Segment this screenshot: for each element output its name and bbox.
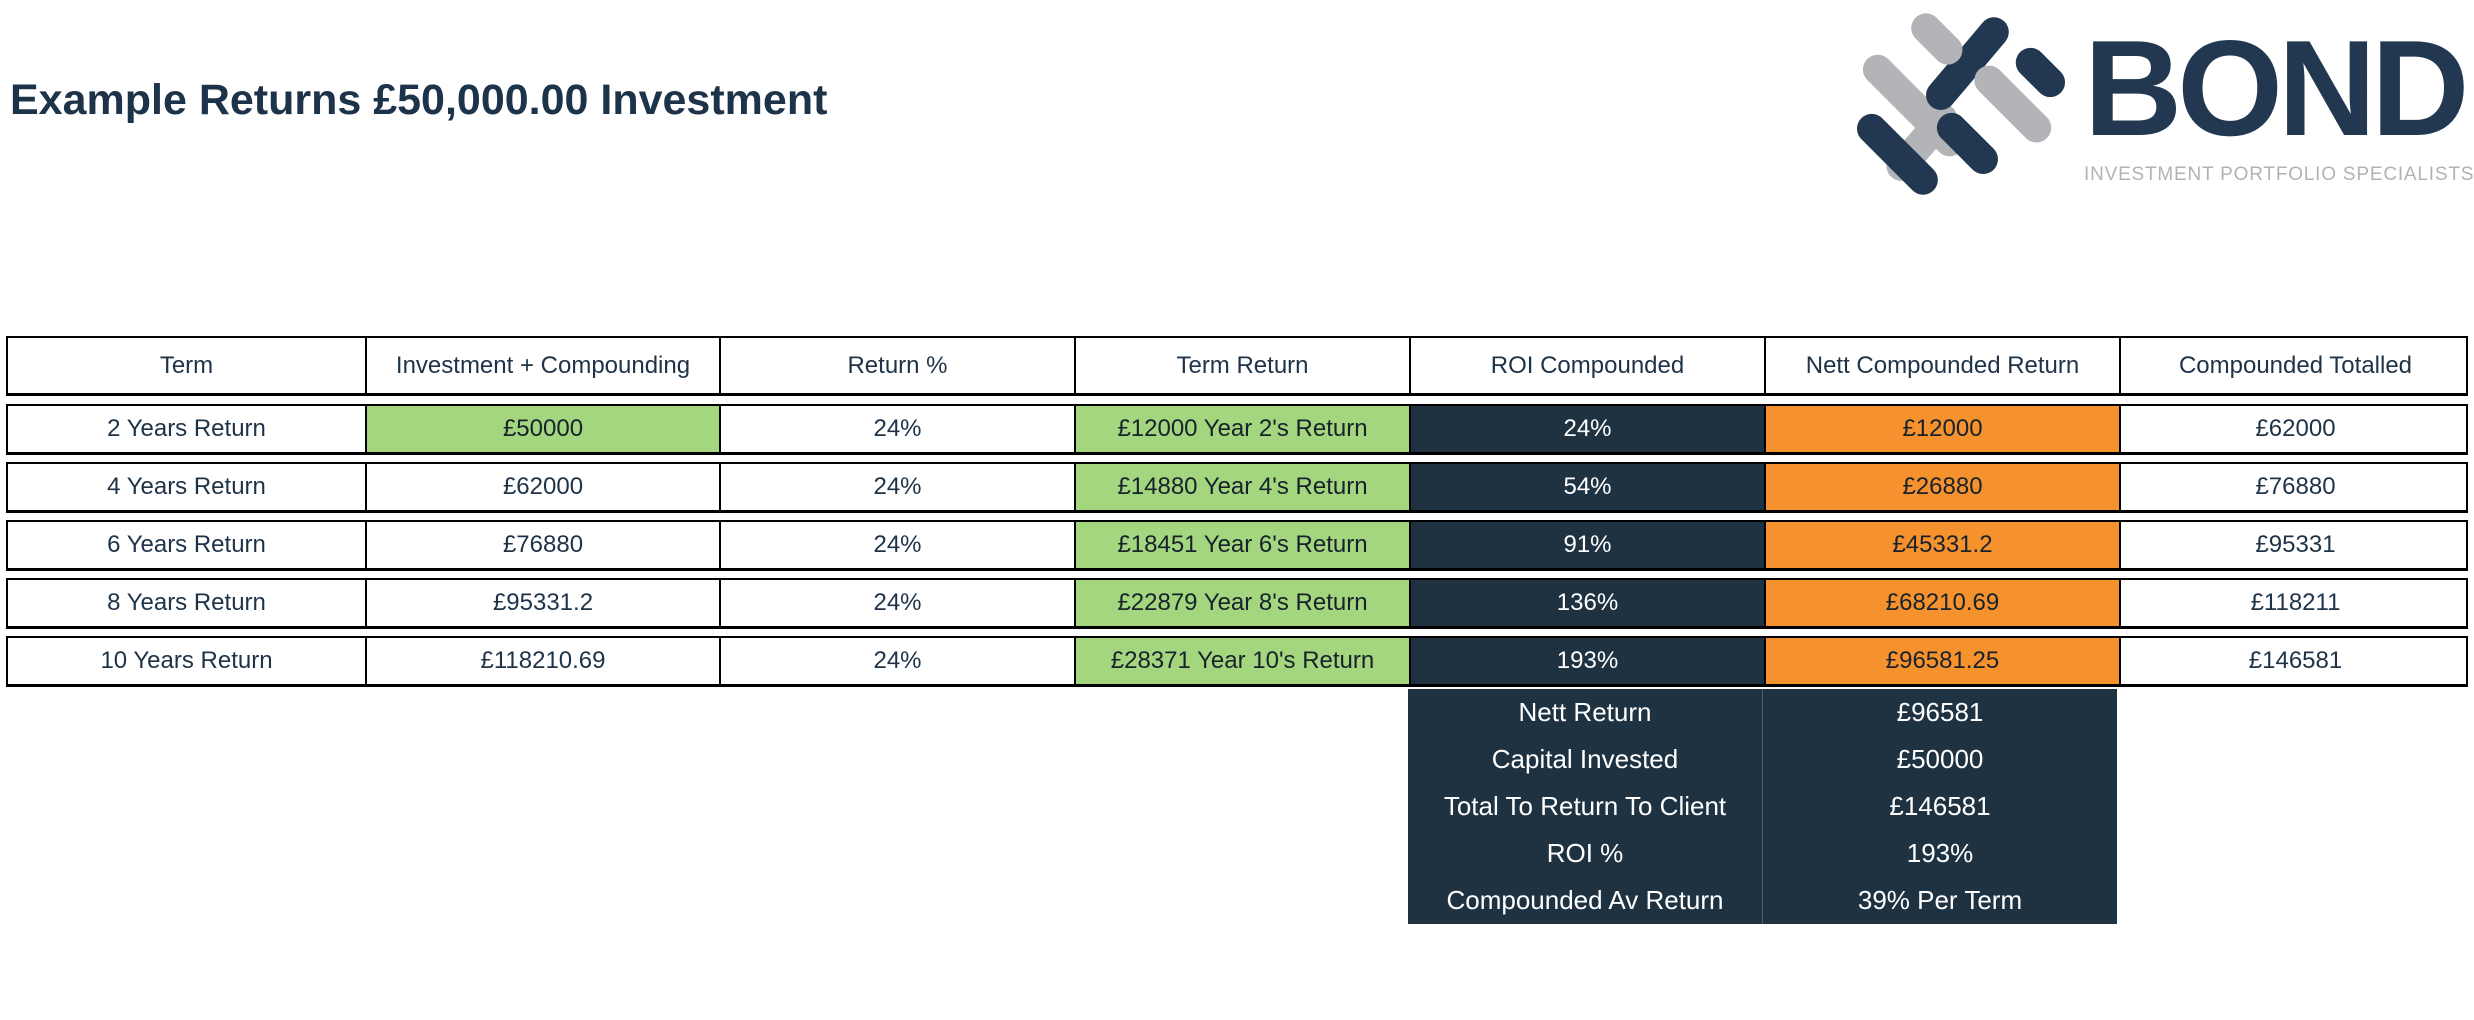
cell-compounded-totalled: £146581 — [2119, 638, 2470, 684]
table-row: 10 Years Return £118210.69 24% £28371 Ye… — [6, 636, 2468, 687]
cell-term: 10 Years Return — [100, 647, 273, 674]
logo-text: BOND INVESTMENT PORTFOLIO SPECIALISTS — [2084, 8, 2474, 186]
summary-panel: Nett Return £96581 Capital Invested £500… — [1408, 689, 2117, 924]
logo-tagline: INVESTMENT PORTFOLIO SPECIALISTS — [2084, 164, 2474, 185]
cell-roi-compounded: 91% — [1409, 522, 1764, 568]
cell-term-return: £22879 Year 8's Return — [1074, 580, 1409, 626]
logo: BOND INVESTMENT PORTFOLIO SPECIALISTS — [1856, 8, 2474, 204]
table-row: 2 Years Return £50000 24% £12000 Year 2'… — [6, 404, 2468, 455]
cell-term-return: £28371 Year 10's Return — [1074, 638, 1409, 684]
table-row: 4 Years Return £62000 24% £14880 Year 4'… — [6, 462, 2468, 513]
cell-roi-compounded: 54% — [1409, 464, 1764, 510]
cell-term-return: £12000 Year 2's Return — [1074, 406, 1409, 452]
cell-term: 8 Years Return — [107, 589, 266, 616]
summary-value: £96581 — [1762, 689, 2117, 736]
column-header-nett-compounded: Nett Compounded Return — [1764, 338, 2119, 393]
column-header-return-pct: Return % — [719, 338, 1074, 393]
column-header-compounded-totalled: Compounded Totalled — [2119, 338, 2470, 393]
cell-investment: £62000 — [365, 464, 719, 510]
cell-compounded-totalled: £76880 — [2119, 464, 2470, 510]
cell-nett-compounded: £26880 — [1764, 464, 2119, 510]
column-header-investment: Investment + Compounding — [365, 338, 719, 393]
cell-return-pct: 24% — [719, 406, 1074, 452]
table-header-row: Term Investment + Compounding Return % T… — [6, 336, 2468, 396]
cell-nett-compounded: £12000 — [1764, 406, 2119, 452]
cell-compounded-totalled: £118211 — [2119, 580, 2470, 626]
cell-term-return: £14880 Year 4's Return — [1074, 464, 1409, 510]
cell-nett-compounded: £68210.69 — [1764, 580, 2119, 626]
cell-investment: £95331.2 — [365, 580, 719, 626]
cell-term: 4 Years Return — [107, 473, 266, 500]
summary-label: ROI % — [1546, 838, 1624, 868]
cell-compounded-totalled: £95331 — [2119, 522, 2470, 568]
table-row: 8 Years Return £95331.2 24% £22879 Year … — [6, 578, 2468, 629]
logo-weave-icon — [1856, 13, 2066, 195]
cell-term: 6 Years Return — [107, 531, 266, 558]
cell-return-pct: 24% — [719, 522, 1074, 568]
cell-investment: £76880 — [365, 522, 719, 568]
cell-roi-compounded: 136% — [1409, 580, 1764, 626]
cell-return-pct: 24% — [719, 580, 1074, 626]
summary-value: £146581 — [1762, 783, 2117, 830]
summary-label: Capital Invested — [1491, 744, 1679, 774]
cell-investment: £50000 — [365, 406, 719, 452]
summary-value: 39% Per Term — [1762, 877, 2117, 924]
summary-value: £50000 — [1762, 736, 2117, 783]
column-header-roi-compounded: ROI Compounded — [1409, 338, 1764, 393]
cell-term: 2 Years Return — [107, 415, 266, 442]
cell-investment: £118210.69 — [365, 638, 719, 684]
summary-label: Compounded Av Return — [1446, 885, 1724, 915]
table-row: 6 Years Return £76880 24% £18451 Year 6'… — [6, 520, 2468, 571]
returns-table: Term Investment + Compounding Return % T… — [6, 336, 2468, 694]
cell-compounded-totalled: £62000 — [2119, 406, 2470, 452]
cell-return-pct: 24% — [719, 638, 1074, 684]
cell-roi-compounded: 24% — [1409, 406, 1764, 452]
page-title: Example Returns £50,000.00 Investment — [10, 76, 828, 124]
summary-label: Total To Return To Client — [1443, 791, 1727, 821]
column-header-term-return: Term Return — [1074, 338, 1409, 393]
column-header-term: Term — [159, 351, 214, 379]
cell-roi-compounded: 193% — [1409, 638, 1764, 684]
cell-return-pct: 24% — [719, 464, 1074, 510]
logo-wordmark: BOND — [2084, 12, 2469, 164]
cell-nett-compounded: £96581.25 — [1764, 638, 2119, 684]
summary-value: 193% — [1762, 830, 2117, 877]
summary-label: Nett Return — [1518, 697, 1652, 727]
cell-term-return: £18451 Year 6's Return — [1074, 522, 1409, 568]
cell-nett-compounded: £45331.2 — [1764, 522, 2119, 568]
